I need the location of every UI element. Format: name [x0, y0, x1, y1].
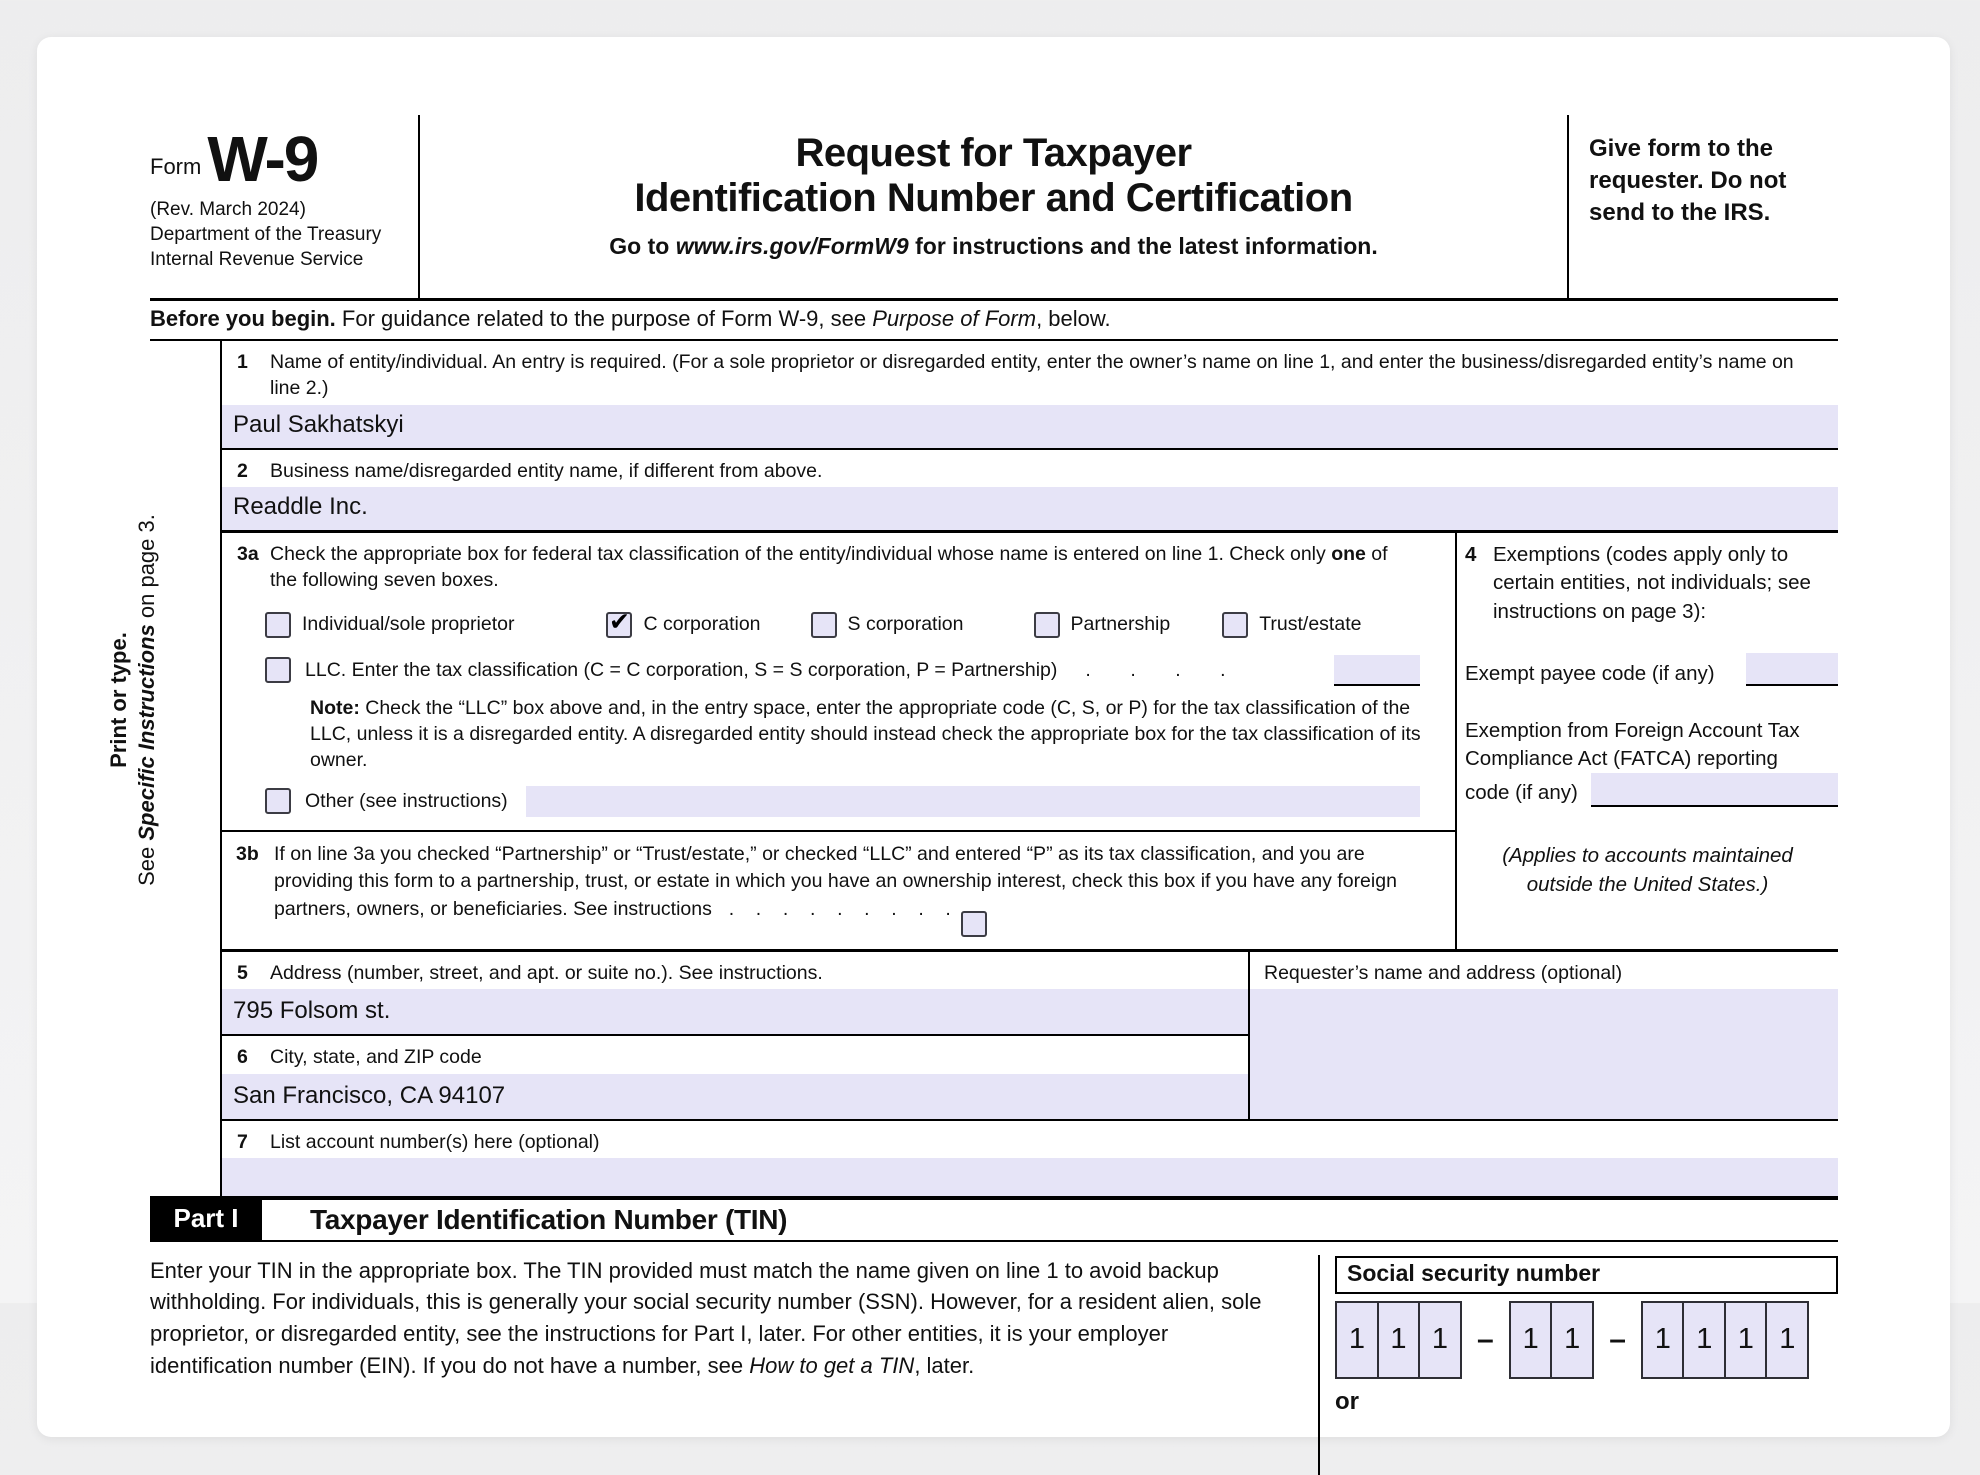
ssn-dash: – [1477, 1322, 1494, 1356]
option-s-corporation: S corporation [810, 611, 964, 638]
checkbox-other[interactable] [265, 788, 291, 814]
line4-label: 4 Exemptions (codes apply only to certai… [1465, 542, 1811, 623]
ssn-dash: – [1609, 1322, 1626, 1356]
irs-url-link[interactable]: www.irs.gov/FormW9 [675, 233, 909, 260]
ssn-block: Social security number 1 1 1 – 1 1 – 1 1… [1318, 1254, 1838, 1475]
fatca-code-field[interactable] [1590, 773, 1838, 808]
before-you-begin: Before you begin. For guidance related t… [150, 301, 1838, 341]
ssn-digit-cell[interactable]: 1 [1640, 1300, 1685, 1379]
exempt-payee-row: Exempt payee code (if any) [1457, 652, 1838, 686]
part1-title: Taxpayer Identification Number (TIN) [310, 1203, 788, 1235]
checkbox-partnership[interactable] [1033, 611, 1060, 638]
form-number: W-9 [207, 123, 319, 195]
check-icon: ✔ [608, 608, 630, 637]
checkbox-trust-estate[interactable] [1222, 611, 1249, 638]
ssn-digit-cell[interactable]: 1 [1335, 1300, 1379, 1379]
checkbox-llc[interactable] [265, 657, 291, 684]
address-column: 5 Address (number, street, and apt. or s… [222, 952, 1248, 1119]
line7-account-numbers-field[interactable] [222, 1157, 1838, 1196]
llc-classification-entry-field[interactable] [1334, 654, 1420, 686]
section-3b: 3b If on line 3a you checked “Partnershi… [222, 832, 1455, 949]
tin-instructions: Enter your TIN in the appropriate box. T… [150, 1257, 1262, 1378]
address-rows: 5 Address (number, street, and apt. or s… [222, 951, 1838, 1121]
form-word: Form [150, 153, 202, 179]
checkbox-c-corporation[interactable]: ✔ [606, 608, 633, 638]
ssn-group-2: 1 1 [1508, 1300, 1595, 1379]
ssn-digit-cell[interactable]: 1 [1723, 1300, 1768, 1379]
option-trust-estate: Trust/estate [1222, 611, 1361, 638]
form-department: Department of the Treasury [150, 223, 382, 245]
exemptions-column: 4 Exemptions (codes apply only to certai… [1455, 532, 1838, 949]
requester-label: Requester’s name and address (optional) [1264, 961, 1623, 984]
print-or-type-sidebar: Print or type. See Specific Instructions… [106, 514, 159, 886]
part1-header: Part I Taxpayer Identification Number (T… [150, 1195, 1838, 1242]
form-body: Print or type. See Specific Instructions… [106, 341, 1838, 1196]
give-form-box: Give form to the requester. Do not send … [1567, 115, 1838, 298]
tax-classification-column: 3a Check the appropriate box for federal… [222, 533, 1455, 949]
ssn-digit-cell[interactable]: 1 [1418, 1300, 1462, 1379]
leader-dots: . . . . [1085, 658, 1227, 681]
give-form-text: Give form to the requester. Do not send … [1589, 135, 1787, 226]
ssn-digit-cell[interactable]: 1 [1550, 1300, 1595, 1379]
form-subtitle: Go to www.irs.gov/FormW9 for instruction… [609, 233, 1378, 260]
line6-city-state-zip-field[interactable]: San Francisco, CA 94107 [222, 1073, 1248, 1119]
form-header: Form W-9 (Rev. March 2024) Department of… [150, 115, 1838, 301]
ssn-digit-cell[interactable]: 1 [1765, 1300, 1810, 1379]
line1-name-field[interactable]: Paul Sakhatskyi [222, 404, 1838, 450]
form-grid: 1 Name of entity/individual. An entry is… [220, 341, 1838, 1196]
checkbox-s-corporation[interactable] [810, 611, 837, 638]
form-id-block: Form W-9 (Rev. March 2024) Department of… [150, 115, 418, 298]
ssn-digit-cell[interactable]: 1 [1508, 1300, 1553, 1379]
option-individual: Individual/sole proprietor [265, 611, 514, 638]
ssn-label: Social security number [1335, 1255, 1838, 1294]
exempt-payee-code-field[interactable] [1746, 652, 1838, 686]
line5-label: 5 Address (number, street, and apt. or s… [237, 961, 823, 984]
leader-dots: . . . . . . . . . [717, 897, 951, 920]
form-title-block: Request for Taxpayer Identification Numb… [418, 115, 1567, 298]
ssn-digit-cell[interactable]: 1 [1682, 1300, 1727, 1379]
other-entry-field[interactable] [525, 785, 1420, 817]
section-3a: 3a Check the appropriate box for federal… [222, 533, 1455, 832]
option-partnership: Partnership [1033, 611, 1170, 638]
line3a-label: 3a Check the appropriate box for federal… [237, 542, 1388, 592]
line5-address-field[interactable]: 795 Folsom st. [222, 989, 1248, 1037]
option-llc: LLC. Enter the tax classification (C = C… [222, 654, 1455, 686]
part1-badge: Part I [150, 1199, 262, 1240]
ssn-digit-cells: 1 1 1 – 1 1 – 1 1 1 1 [1335, 1300, 1838, 1379]
requester-column: Requester’s name and address (optional) [1248, 951, 1838, 1119]
line2-label: 2 Business name/disregarded entity name,… [237, 459, 823, 482]
ssn-group-3: 1 1 1 1 [1640, 1300, 1810, 1379]
form-title: Request for Taxpayer Identification Numb… [634, 131, 1353, 221]
line7-label: 7 List account number(s) here (optional) [237, 1130, 600, 1153]
line6-label: 6 City, state, and ZIP code [237, 1046, 482, 1069]
row-3: 3a Check the appropriate box for federal… [222, 532, 1838, 952]
llc-note: Note: Check the “LLC” box above and, in … [310, 696, 1421, 772]
fatca-row: Exemption from Foreign Account Tax Compl… [1457, 717, 1838, 808]
tin-section: Enter your TIN in the appropriate box. T… [150, 1254, 1838, 1475]
line2-business-name-field[interactable]: Readdle Inc. [222, 486, 1838, 533]
w9-form-page: Form W-9 (Rev. March 2024) Department of… [37, 37, 1950, 1475]
option-c-corporation: ✔ C corporation [606, 608, 761, 638]
option-other: Other (see instructions) [222, 785, 1455, 817]
requester-name-address-field[interactable] [1250, 989, 1838, 1119]
applies-note: (Applies to accounts maintained outside … [1502, 844, 1793, 897]
line1-label: 1 Name of entity/individual. An entry is… [237, 351, 1794, 400]
form-revision: (Rev. March 2024) [150, 198, 306, 220]
ssn-group-1: 1 1 1 [1335, 1300, 1462, 1379]
checkbox-foreign-partners[interactable] [960, 910, 987, 937]
or-label: or [1335, 1387, 1359, 1415]
checkbox-individual[interactable] [265, 611, 291, 638]
form-agency: Internal Revenue Service [150, 249, 364, 271]
tax-classification-options: Individual/sole proprietor ✔ C corporati… [222, 608, 1455, 638]
ssn-digit-cell[interactable]: 1 [1376, 1300, 1421, 1379]
